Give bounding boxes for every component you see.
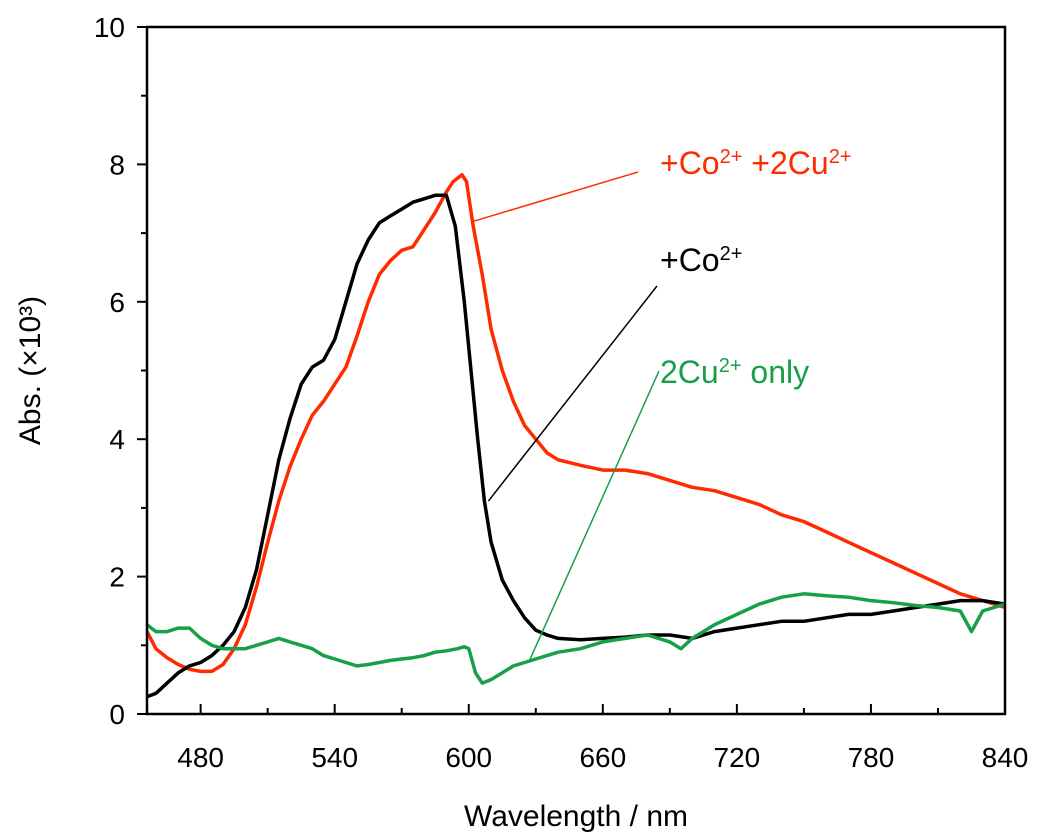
series-line-2 — [145, 592, 1006, 685]
series-line-0 — [145, 172, 1006, 674]
series-layer — [145, 172, 1006, 699]
leader-line-2 — [527, 370, 660, 663]
x-tick-label: 540 — [311, 742, 358, 773]
y-tick-label: 6 — [109, 287, 125, 318]
x-tick-label: 780 — [848, 742, 895, 773]
x-tick-label: 600 — [445, 742, 492, 773]
series-label-0: +Co2+ +2Cu2+ — [660, 145, 852, 181]
series-line-1 — [146, 193, 1006, 699]
y-axis: 0 2 4 6 8 10 — [94, 12, 147, 730]
series-label-2: 2Cu2+ only — [660, 354, 809, 390]
x-tick-label: 480 — [177, 742, 224, 773]
x-axis-label: Wavelength / nm — [464, 800, 688, 833]
annotation-layer: +Co2+ +2Cu2+ +Co2+ 2Cu2+ only — [472, 145, 852, 663]
y-tick-label: 4 — [109, 424, 125, 455]
x-tick-label: 840 — [982, 742, 1029, 773]
y-axis-label: Abs. (×10³) — [14, 296, 47, 445]
x-tick-label: 720 — [714, 742, 761, 773]
series-label-1: +Co2+ — [660, 242, 742, 278]
leader-line-0 — [472, 171, 639, 223]
x-axis: 480 540 600 660 720 780 840 — [177, 704, 1028, 773]
leader-line-1 — [487, 285, 658, 502]
y-tick-label: 2 — [109, 562, 125, 593]
plot-frame — [145, 25, 1007, 716]
x-tick-label: 660 — [579, 742, 626, 773]
y-tick-label: 10 — [94, 12, 125, 43]
y-tick-label: 8 — [109, 149, 125, 180]
y-tick-label: 0 — [109, 699, 125, 730]
